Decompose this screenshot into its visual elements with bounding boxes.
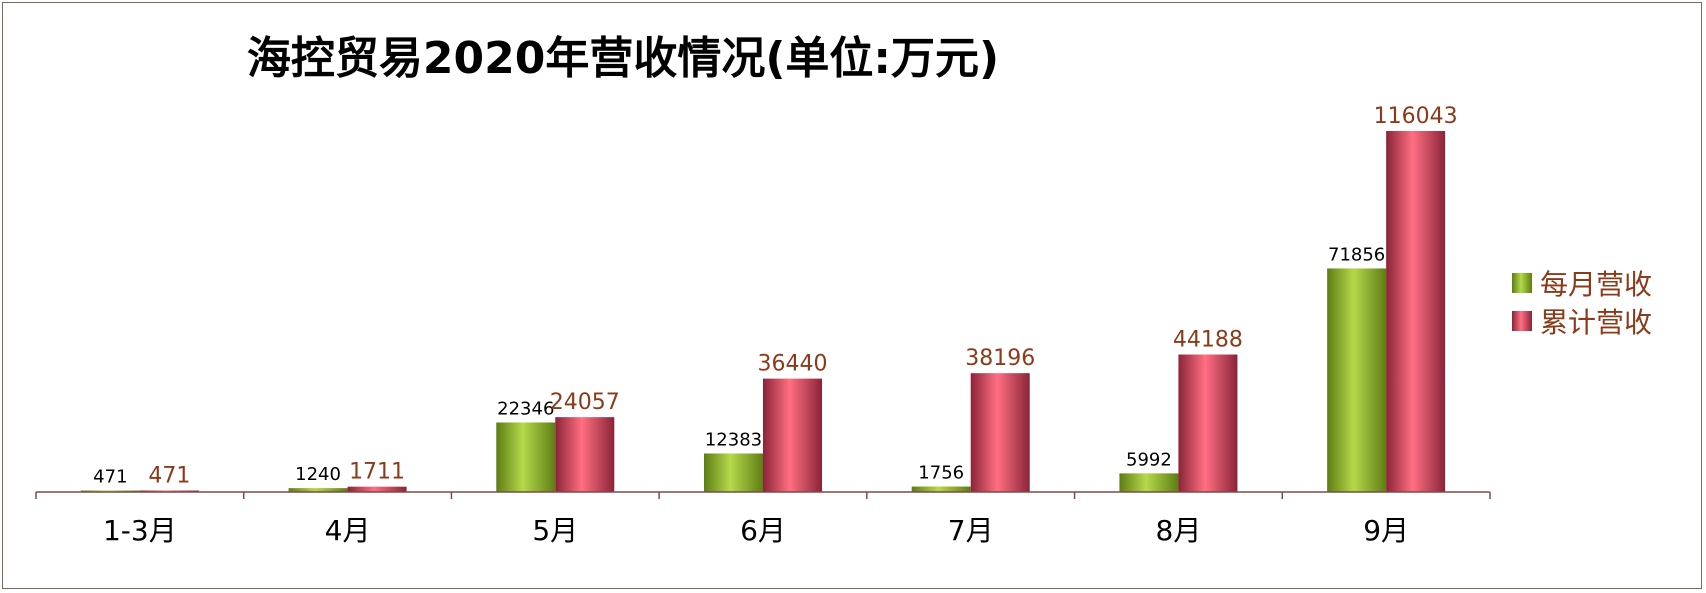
data-label-cumulative-5: 44188 [1173,328,1243,353]
x-tick-label-0: 1-3月 [103,514,177,547]
x-tick-label-5: 8月 [1156,514,1202,547]
data-label-monthly-0: 471 [93,467,127,488]
data-label-cumulative-0: 471 [148,464,190,489]
data-label-monthly-6: 71856 [1328,244,1385,265]
legend-label-monthly: 每月营收 [1540,268,1653,301]
legend-swatch-cumulative [1512,311,1532,331]
data-label-cumulative-6: 116043 [1374,104,1458,129]
bar-cumulative-4 [970,373,1030,492]
bar-monthly-6 [1327,268,1387,492]
x-tick-label-1: 4月 [325,514,371,547]
x-tick-label-4: 7月 [948,514,994,547]
legend-item-monthly: 每月营收 [1512,264,1652,302]
bar-cumulative-2 [555,417,615,492]
bar-cumulative-5 [1178,354,1238,492]
legend-label-cumulative: 累计营收 [1540,306,1653,339]
data-label-monthly-1: 1240 [295,464,341,485]
data-label-monthly-5: 5992 [1126,449,1172,470]
bar-monthly-5 [1119,473,1179,492]
x-tick-label-2: 5月 [532,514,578,547]
bar-monthly-2 [496,422,556,492]
bar-monthly-4 [911,486,971,492]
x-tick-label-3: 6月 [740,514,786,547]
data-label-cumulative-1: 1711 [349,460,405,485]
x-tick-label-6: 9月 [1363,514,1409,547]
bar-cumulative-1 [347,486,407,492]
data-label-cumulative-4: 38196 [965,346,1035,371]
legend-swatch-monthly [1512,273,1532,293]
chart-title: 海控贸易2020年营收情况(单位:万元) [246,33,1000,84]
data-label-cumulative-3: 36440 [758,352,828,377]
legend: 每月营收 累计营收 [1512,264,1652,340]
bar-cumulative-6 [1386,130,1446,492]
data-label-monthly-3: 12383 [705,429,762,450]
data-label-monthly-2: 22346 [497,398,554,419]
data-label-monthly-4: 1756 [918,463,964,484]
data-label-cumulative-2: 24057 [550,390,620,415]
bar-monthly-1 [288,488,348,492]
bar-cumulative-3 [763,378,822,492]
bar-monthly-3 [704,453,763,492]
legend-item-cumulative: 累计营收 [1512,302,1652,340]
